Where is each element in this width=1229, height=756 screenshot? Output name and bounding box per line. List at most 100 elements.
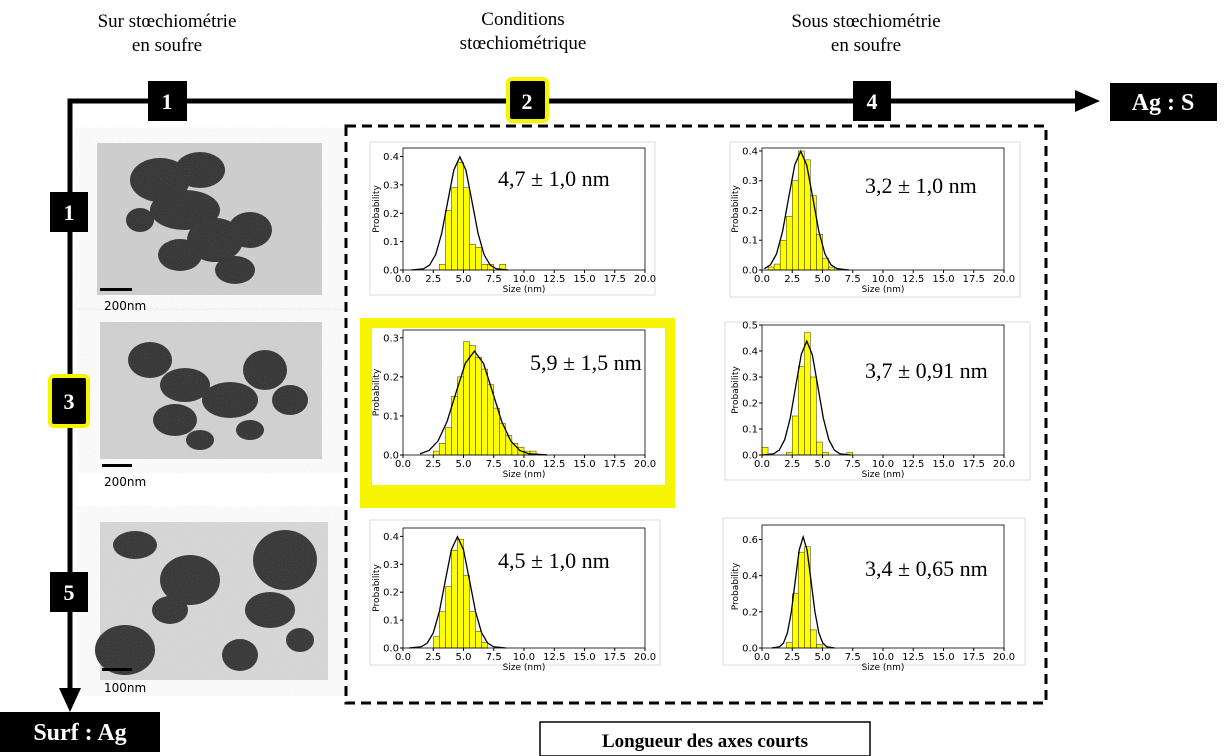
x-tick-label: 15.0 bbox=[932, 652, 954, 663]
x-tick-label: 15.0 bbox=[573, 652, 595, 663]
bar bbox=[469, 244, 476, 271]
bar bbox=[445, 210, 452, 271]
x-axis-label: Size (nm) bbox=[862, 285, 905, 295]
bar bbox=[767, 266, 775, 271]
bar bbox=[810, 376, 817, 456]
fit-curve bbox=[419, 349, 548, 456]
annotation: 3,4 ± 0,65 nm bbox=[865, 556, 988, 581]
axis-arrow bbox=[67, 98, 1075, 690]
x-tick-label: 20.0 bbox=[993, 459, 1015, 470]
x-tick-label: 20.0 bbox=[993, 274, 1015, 285]
x-tick-label: 10.0 bbox=[872, 652, 894, 663]
bar bbox=[475, 357, 482, 456]
y-tick-label: 0.4 bbox=[742, 146, 758, 157]
y-tick-label: 0.6 bbox=[742, 535, 758, 546]
y-tick-label: 0.0 bbox=[742, 644, 758, 655]
x-tick-label: 0.0 bbox=[395, 274, 411, 285]
x-tick-label: 12.5 bbox=[543, 652, 565, 663]
y-tick-label: 0.3 bbox=[742, 176, 758, 187]
x-tick-label: 2.5 bbox=[425, 459, 441, 470]
number-box bbox=[50, 572, 88, 612]
column-header: en soufre bbox=[831, 35, 901, 56]
scale-label: 200nm bbox=[104, 475, 146, 489]
number-label: 3 bbox=[64, 389, 75, 414]
number-box bbox=[506, 77, 549, 123]
dashed-frame bbox=[344, 124, 1048, 705]
x-tick-label: 10.0 bbox=[513, 459, 535, 470]
y-tick-label: 0.0 bbox=[383, 266, 399, 277]
x-tick-label: 7.5 bbox=[845, 274, 861, 285]
axis-end-box bbox=[0, 712, 160, 752]
bar bbox=[439, 443, 446, 456]
bar bbox=[445, 586, 452, 649]
x-tick-label: 17.5 bbox=[963, 652, 985, 663]
bar bbox=[792, 415, 799, 456]
x-tick-label: 7.5 bbox=[845, 652, 861, 663]
y-axis-label: Probability bbox=[731, 562, 741, 610]
bar bbox=[828, 266, 835, 271]
y-tick-label: 0.1 bbox=[742, 236, 758, 247]
bar bbox=[481, 264, 488, 271]
bar bbox=[469, 345, 476, 456]
y-tick-label: 0.2 bbox=[742, 399, 758, 410]
x-tick-label: 0.0 bbox=[754, 274, 770, 285]
x-tick-label: 17.5 bbox=[604, 652, 626, 663]
column-header: stœchiométrique bbox=[460, 33, 587, 54]
bar bbox=[493, 407, 501, 456]
axis-end-box bbox=[1110, 83, 1217, 121]
x-tick-label: 20.0 bbox=[634, 459, 656, 470]
x-tick-label: 20.0 bbox=[634, 652, 656, 663]
fit-curve bbox=[762, 339, 851, 456]
x-tick-label: 10.0 bbox=[872, 274, 894, 285]
y-tick-label: 0.4 bbox=[383, 532, 399, 543]
x-tick-label: 0.0 bbox=[754, 652, 770, 663]
bar bbox=[804, 332, 811, 456]
x-tick-label: 5.0 bbox=[815, 652, 831, 663]
fit-curve bbox=[408, 535, 506, 649]
number-box bbox=[48, 374, 90, 428]
x-tick-label: 2.5 bbox=[425, 274, 441, 285]
footer-label: Longueur des axes courts bbox=[602, 731, 808, 752]
bar bbox=[439, 611, 446, 649]
y-tick-label: 0.1 bbox=[383, 237, 399, 248]
number-box bbox=[148, 81, 187, 121]
x-tick-label: 12.5 bbox=[543, 459, 565, 470]
annotation: 5,9 ± 1,5 nm bbox=[530, 350, 642, 375]
y-tick-label: 0.1 bbox=[383, 616, 399, 627]
bar bbox=[798, 150, 805, 271]
number-label: 5 bbox=[64, 580, 75, 605]
x-axis-label: Size (nm) bbox=[862, 470, 905, 480]
panel bbox=[369, 519, 661, 666]
y-axis-label: Probability bbox=[372, 368, 382, 416]
annotation: 4,5 ± 1,0 nm bbox=[498, 548, 610, 573]
bar bbox=[481, 368, 488, 456]
column-header: en soufre bbox=[132, 35, 202, 56]
tem-image bbox=[95, 522, 328, 680]
x-tick-label: 5.0 bbox=[456, 459, 472, 470]
plots: 0.0 2.5 5.0 7.5 10.0 12.5 15.0 17.5 20.0 0.0 0.1 0.… bbox=[372, 146, 1015, 673]
y-tick-label: 0.2 bbox=[383, 209, 399, 220]
scale-label: 200nm bbox=[104, 299, 146, 313]
x-tick-label: 10.0 bbox=[513, 652, 535, 663]
annotation: 3,2 ± 1,0 nm bbox=[865, 173, 977, 198]
y-tick-label: 0.3 bbox=[383, 560, 399, 571]
bar bbox=[798, 366, 805, 456]
bar bbox=[810, 195, 817, 271]
y-axis-label: Probability bbox=[372, 185, 382, 233]
column-header: Sur stœchiométrie bbox=[98, 11, 237, 32]
bar bbox=[451, 550, 458, 649]
x-tick-label: 2.5 bbox=[784, 274, 800, 285]
x-tick-label: 5.0 bbox=[815, 459, 831, 470]
x-tick-label: 12.5 bbox=[902, 652, 924, 663]
y-tick-label: 0.2 bbox=[383, 588, 399, 599]
x-tick-label: 0.0 bbox=[395, 459, 411, 470]
column-header: Conditions bbox=[481, 9, 564, 30]
bar bbox=[451, 187, 458, 271]
bar bbox=[810, 629, 817, 649]
number-label: 2 bbox=[522, 89, 533, 114]
x-axis-label: Size (nm) bbox=[503, 663, 546, 673]
bar bbox=[487, 384, 494, 456]
x-tick-label: 2.5 bbox=[425, 652, 441, 663]
bar bbox=[457, 161, 464, 271]
x-tick-label: 20.0 bbox=[634, 274, 656, 285]
